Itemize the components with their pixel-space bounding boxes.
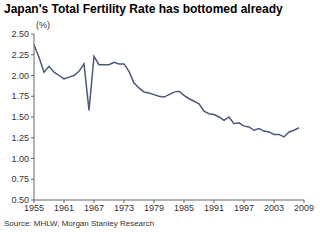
svg-text:1997: 1997 [234, 203, 254, 213]
svg-text:1955: 1955 [24, 203, 44, 214]
svg-text:2.50: 2.50 [11, 29, 29, 39]
svg-text:2003: 2003 [264, 203, 284, 213]
svg-text:0.75: 0.75 [11, 174, 29, 184]
svg-text:1967: 1967 [84, 203, 104, 213]
svg-text:1.25: 1.25 [11, 133, 29, 143]
svg-text:2.25: 2.25 [11, 50, 29, 60]
svg-text:1.50: 1.50 [11, 112, 29, 122]
html-text:Japan's Total Fertility Rate h: Japan's Total Fertility Rate has bottome… [4, 2, 283, 16]
svg-text:1.00: 1.00 [11, 154, 29, 164]
html-text:Source: MHLW, Morgan Stanley R: Source: MHLW, Morgan Stanley Research [4, 219, 155, 228]
svg-text:1985: 1985 [174, 203, 194, 213]
svg-text:2.00: 2.00 [11, 71, 29, 81]
svg-text:1979: 1979 [144, 203, 164, 213]
svg-text:1.75: 1.75 [11, 91, 29, 101]
svg-text:1991: 1991 [204, 203, 224, 213]
svg-text:1961: 1961 [54, 203, 74, 213]
svg-text:0.50: 0.50 [11, 195, 29, 205]
svg-text:2009: 2009 [294, 203, 312, 213]
svg-text:1973: 1973 [114, 203, 134, 213]
